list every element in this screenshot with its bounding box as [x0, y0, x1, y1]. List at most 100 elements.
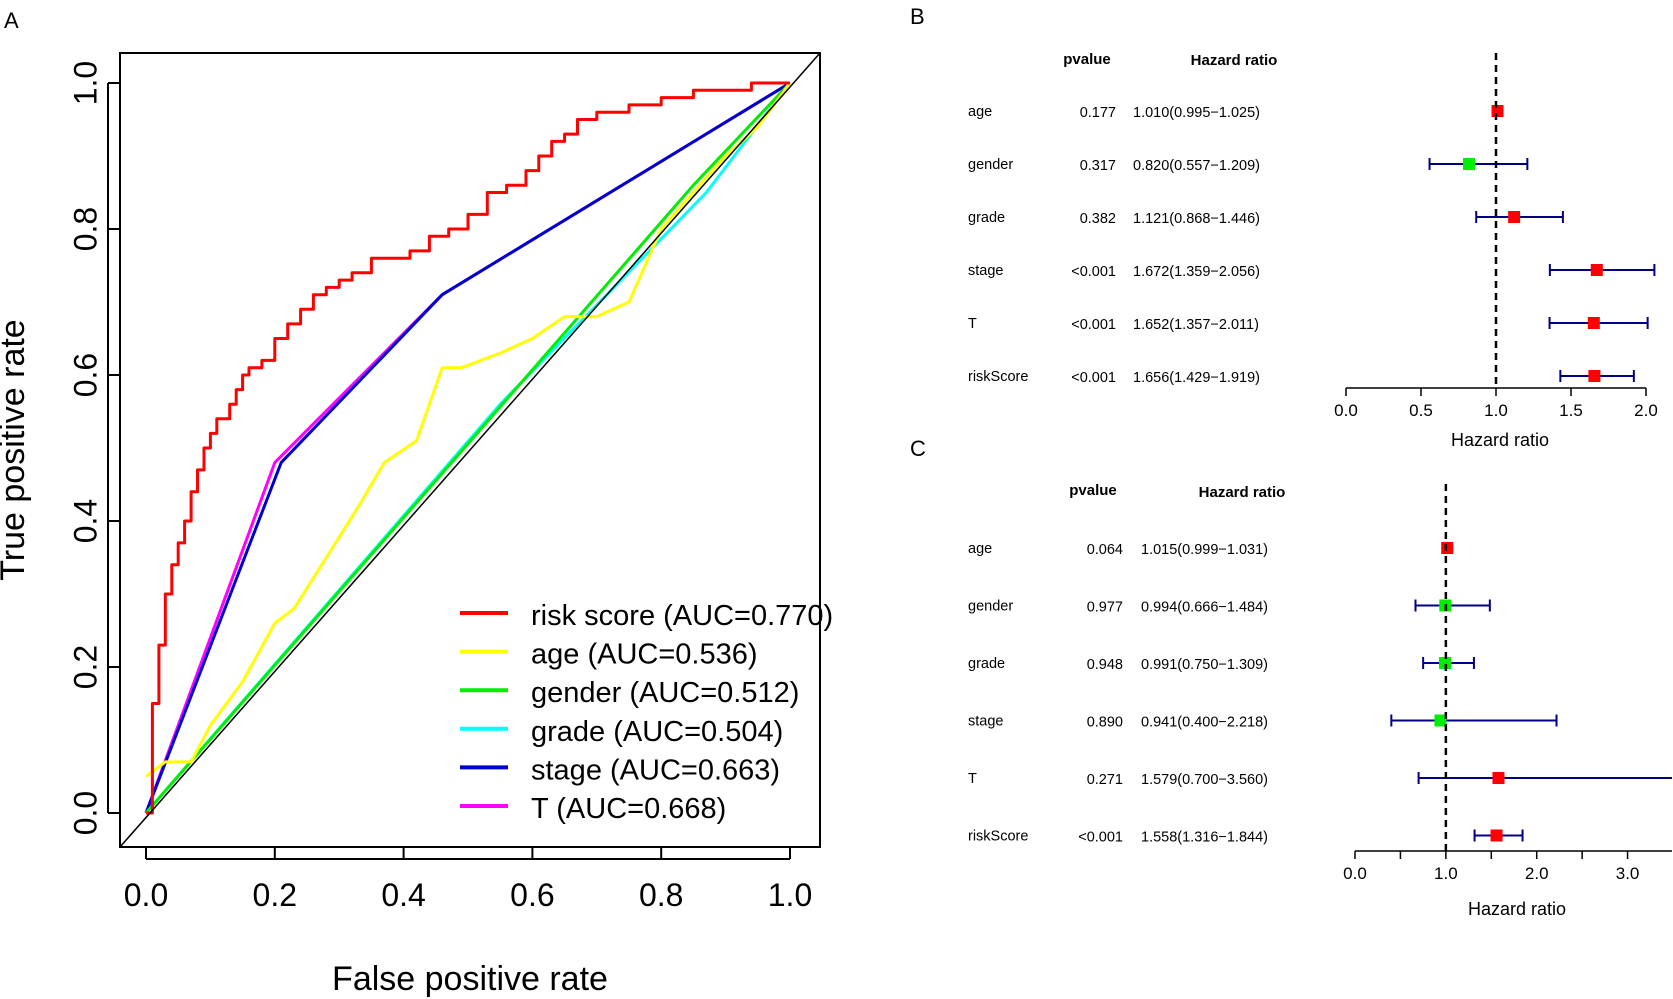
roc-curve-0	[146, 81, 790, 815]
forest-b-hr-header: Hazard ratio	[1191, 52, 1278, 69]
legend-label-4: stage (AUC=0.663)	[531, 754, 780, 786]
forest-panel-b: B pvalue Hazard ratio age 0.177 1.010(0.99…	[910, 4, 1658, 450]
forest-row-pvalue: 0.977	[1087, 600, 1123, 616]
forest-row-hr-text: 0.820(0.557−1.209)	[1133, 158, 1260, 174]
roc-y-axis: 0.0 0.2 0.4 0.6 0.8 1.0	[67, 61, 120, 835]
panel-label-c: C	[910, 436, 926, 461]
forest-x-tick-label: 1.0	[1434, 864, 1458, 883]
legend-label-3: grade (AUC=0.504)	[531, 716, 783, 748]
roc-x-tick-label: 0.8	[639, 877, 683, 913]
forest-row-hr-text: 1.121(0.868−1.446)	[1133, 211, 1260, 227]
forest-row-label: stage	[968, 714, 1003, 730]
forest-x-tick-label: 1.0	[1484, 401, 1508, 420]
roc-x-tick-label: 0.4	[381, 877, 425, 913]
forest-row-hr-text: 0.941(0.400−2.218)	[1141, 715, 1268, 731]
forest-row-hr-text: 1.652(1.357−2.011)	[1133, 317, 1259, 333]
forest-row-hr-text: 1.015(0.999−1.031)	[1141, 542, 1268, 558]
forest-row-pvalue: 0.890	[1087, 715, 1123, 731]
forest-c-pvalue-header: pvalue	[1069, 482, 1117, 499]
forest-row-label: riskScore	[968, 369, 1028, 385]
forest-panel-c: C pvalue Hazard ratio age 0.064 1.015(0.99…	[910, 436, 1672, 919]
forest-row-hr-text: 0.994(0.666−1.484)	[1141, 600, 1268, 616]
forest-hr-point	[1491, 105, 1504, 117]
forest-row-hr-text: 1.656(1.429−1.919)	[1133, 370, 1260, 386]
forest-row-hr-text: 1.579(0.700−3.560)	[1141, 772, 1268, 788]
forest-row-label: gender	[968, 157, 1013, 173]
forest-b-pvalue-header: pvalue	[1063, 51, 1111, 68]
roc-panel: A 0.0 0.2 0.4 0.6 0.8 1.0 0.00.20.40.60.81.0 …	[0, 8, 833, 998]
forest-row-hr-text: 1.558(1.316−1.844)	[1141, 830, 1268, 846]
panel-label-b: B	[910, 4, 925, 29]
forest-row-hr-text: 0.991(0.750−1.309)	[1141, 657, 1268, 673]
forest-hr-point	[1434, 714, 1447, 727]
forest-row-label: riskScore	[968, 829, 1028, 845]
forest-row-pvalue: 0.177	[1080, 105, 1116, 121]
forest-x-tick-label: 0.5	[1409, 401, 1433, 420]
roc-y-tick-label: 0.0	[67, 791, 103, 835]
forest-x-tick-label: 1.5	[1559, 401, 1583, 420]
forest-row-label: grade	[968, 210, 1005, 226]
forest-row-pvalue: 0.382	[1080, 211, 1116, 227]
forest-hr-point	[1490, 829, 1503, 842]
forest-row-pvalue: <0.001	[1071, 317, 1116, 333]
roc-y-tick-label: 1.0	[67, 61, 103, 105]
forest-x-tick-label: 2.0	[1634, 401, 1658, 420]
forest-x-tick-label: 0.0	[1343, 864, 1367, 883]
forest-row-label: stage	[968, 263, 1003, 279]
forest-hr-point	[1439, 657, 1452, 669]
forest-c-x-axis: 0.0 1.0 2.0 3.0	[1343, 850, 1672, 883]
panel-label-a: A	[4, 8, 19, 33]
forest-row-pvalue: 0.317	[1080, 158, 1116, 174]
forest-row-hr-text: 1.010(0.995−1.025)	[1133, 105, 1260, 121]
legend-label-0: risk score (AUC=0.770)	[531, 600, 833, 632]
forest-hr-point	[1492, 772, 1505, 784]
forest-row-pvalue: 0.271	[1087, 772, 1123, 788]
roc-x-tick-label: 0.0	[124, 877, 168, 913]
forest-row-label: age	[968, 541, 992, 557]
forest-hr-point	[1463, 158, 1475, 170]
forest-row-pvalue: 0.948	[1087, 657, 1123, 673]
roc-x-tick-label: 0.6	[510, 877, 554, 913]
forest-x-tick-label: 0.0	[1334, 401, 1358, 420]
forest-row-pvalue: <0.001	[1071, 370, 1116, 386]
forest-b-rows: age 0.177 1.010(0.995−1.025) gender 0.317 0.8…	[968, 53, 1656, 388]
forest-row-label: T	[968, 771, 977, 787]
forest-x-tick-label: 2.0	[1525, 864, 1549, 883]
forest-hr-point	[1588, 370, 1601, 382]
forest-row-label: T	[968, 316, 977, 332]
roc-x-axis-label: False positive rate	[332, 960, 608, 998]
forest-hr-point	[1587, 317, 1600, 329]
roc-x-axis: 0.0 0.2 0.4 0.6 0.8 1.0	[124, 847, 812, 913]
forest-b-x-axis-label: Hazard ratio	[1451, 430, 1549, 450]
forest-c-rows: age 0.064 1.015(0.999−1.031) gender 0.977 0.9…	[968, 484, 1672, 851]
roc-curve-1	[145, 82, 792, 778]
diagonal-reference-line	[119, 52, 821, 848]
forest-hr-point	[1590, 264, 1603, 276]
forest-hr-point	[1441, 542, 1454, 554]
forest-row-label: gender	[968, 599, 1013, 615]
forest-row-hr-text: 1.672(1.359−2.056)	[1133, 264, 1260, 280]
legend-label-1: age (AUC=0.536)	[531, 639, 758, 671]
roc-y-tick-label: 0.8	[67, 207, 103, 251]
roc-plot-frame	[119, 52, 821, 848]
forest-c-x-axis-label: Hazard ratio	[1468, 899, 1566, 919]
legend-label-5: T (AUC=0.668)	[531, 793, 726, 825]
forest-b-x-axis: 0.0 0.5 1.0 1.5 2.0	[1334, 387, 1658, 420]
roc-y-tick-label: 0.4	[67, 499, 103, 543]
roc-curve-4	[144, 81, 791, 814]
roc-x-tick-label: 0.2	[253, 877, 297, 913]
roc-y-axis-label: True positive rate	[0, 319, 32, 580]
forest-c-hr-header: Hazard ratio	[1199, 484, 1286, 501]
forest-row-pvalue: <0.001	[1071, 264, 1116, 280]
forest-row-pvalue: 0.064	[1087, 542, 1123, 558]
forest-row-pvalue: <0.001	[1078, 830, 1123, 846]
legend-label-2: gender (AUC=0.512)	[531, 677, 799, 709]
forest-row-label: age	[968, 104, 992, 120]
forest-x-tick-label: 3.0	[1616, 864, 1640, 883]
roc-curve-2	[144, 81, 792, 814]
roc-y-tick-label: 0.6	[67, 353, 103, 397]
forest-hr-point	[1508, 211, 1521, 223]
roc-x-tick-label: 1.0	[768, 877, 812, 913]
roc-y-tick-label: 0.2	[67, 645, 103, 689]
